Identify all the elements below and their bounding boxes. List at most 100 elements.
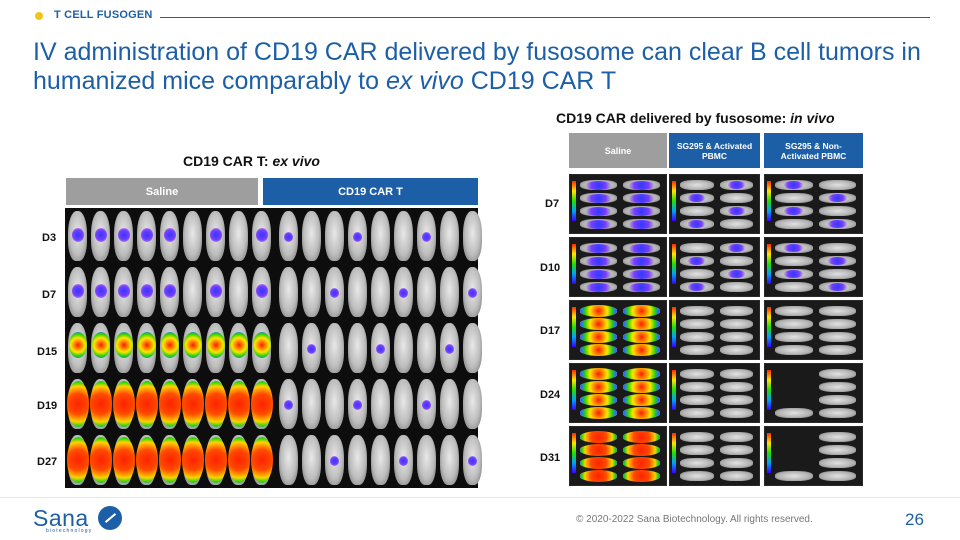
mouse-image bbox=[66, 379, 89, 429]
signal-spot bbox=[580, 470, 617, 482]
slide-title: IV administration of CD19 CAR delivered … bbox=[33, 38, 933, 96]
mouse-image bbox=[348, 435, 367, 485]
mouse-image bbox=[463, 379, 482, 429]
signal-spot bbox=[580, 457, 617, 469]
mouse-image bbox=[206, 211, 225, 261]
mouse-image bbox=[580, 282, 617, 292]
mouse-image bbox=[325, 323, 344, 373]
mouse-image bbox=[623, 444, 660, 456]
mouse-image bbox=[623, 394, 660, 406]
mouse-image bbox=[719, 445, 753, 455]
left-row-label: D3 bbox=[42, 232, 57, 244]
mouse-image bbox=[302, 435, 321, 485]
signal-spot bbox=[623, 407, 660, 419]
signal-spot bbox=[468, 288, 477, 298]
mouse-image bbox=[580, 381, 617, 393]
mouse-image bbox=[623, 431, 660, 443]
signal-spot bbox=[163, 284, 176, 298]
mouse-image bbox=[114, 323, 133, 373]
mouse-image bbox=[818, 408, 856, 418]
left-heading-italic: ex vivo bbox=[272, 153, 320, 169]
signal-spot bbox=[89, 381, 112, 427]
mouse-image bbox=[623, 269, 660, 279]
signal-spot bbox=[628, 243, 655, 253]
signal-spot bbox=[330, 456, 339, 466]
mouse-image bbox=[114, 267, 133, 317]
signal-spot bbox=[628, 282, 655, 292]
bli-image-tile bbox=[669, 300, 760, 360]
mouse-image bbox=[623, 457, 660, 469]
mouse-image bbox=[252, 267, 271, 317]
signal-spot bbox=[580, 394, 617, 406]
mouse-image bbox=[394, 379, 413, 429]
right-panel-heading: CD19 CAR delivered by fusosome: in vivo bbox=[556, 110, 835, 126]
mouse-image bbox=[775, 306, 813, 316]
mouse-image bbox=[719, 256, 753, 266]
mouse-image bbox=[580, 331, 617, 343]
signal-spot bbox=[399, 456, 408, 466]
right-heading-text: CD19 CAR delivered by fusosome: bbox=[556, 110, 791, 126]
left-row-label: D7 bbox=[42, 289, 57, 301]
mouse-image bbox=[775, 193, 813, 203]
copyright-notice: © 2020-2022 Sana Biotechnology. All righ… bbox=[576, 514, 813, 525]
signal-spot bbox=[585, 206, 612, 216]
signal-spot bbox=[71, 284, 84, 298]
signal-spot bbox=[585, 256, 612, 266]
right-heading-italic: in vivo bbox=[790, 110, 835, 126]
mouse-image bbox=[719, 269, 753, 279]
signal-spot bbox=[628, 180, 655, 190]
signal-spot bbox=[284, 400, 293, 410]
mouse-image bbox=[719, 432, 753, 442]
mouse-image bbox=[680, 269, 714, 279]
title-italic: ex vivo bbox=[385, 67, 464, 95]
signal-spot bbox=[181, 381, 204, 427]
mouse-image bbox=[89, 379, 112, 429]
mouse-image bbox=[279, 211, 298, 261]
color-scale-icon bbox=[767, 307, 771, 347]
mouse-image bbox=[394, 323, 413, 373]
mouse-image bbox=[623, 344, 660, 356]
section-label: T CELL FUSOGEN bbox=[54, 9, 153, 21]
mouse-image bbox=[137, 211, 156, 261]
mouse-image bbox=[440, 379, 459, 429]
mouse-image bbox=[89, 435, 112, 485]
mouse-image bbox=[68, 267, 87, 317]
mouse-image bbox=[775, 332, 813, 342]
mouse-image bbox=[719, 382, 753, 392]
mouse-image bbox=[680, 395, 714, 405]
mouse-image bbox=[580, 206, 617, 216]
mouse-image bbox=[371, 435, 390, 485]
mouse-image bbox=[775, 206, 813, 216]
bli-image-tile bbox=[764, 237, 863, 297]
mouse-image bbox=[623, 381, 660, 393]
mouse-image bbox=[719, 282, 753, 292]
signal-spot bbox=[307, 344, 316, 354]
mouse-image bbox=[302, 323, 321, 373]
mouse-image bbox=[348, 211, 367, 261]
mouse-image bbox=[440, 323, 459, 373]
mouse-image bbox=[818, 180, 856, 190]
mouse-image bbox=[818, 193, 856, 203]
color-scale-icon bbox=[572, 370, 576, 410]
mouse-image bbox=[371, 211, 390, 261]
color-scale-icon bbox=[572, 307, 576, 347]
signal-spot bbox=[585, 193, 612, 203]
signal-spot bbox=[628, 219, 655, 229]
mouse-image bbox=[623, 180, 660, 190]
mouse-image bbox=[818, 206, 856, 216]
mouse-image bbox=[204, 379, 227, 429]
signal-spot bbox=[827, 194, 847, 202]
color-scale-icon bbox=[572, 433, 576, 473]
left-col-header-cd19: CD19 CAR T bbox=[263, 178, 478, 205]
bli-image-tile bbox=[764, 174, 863, 234]
signal-spot bbox=[284, 232, 293, 242]
right-row-label: D10 bbox=[540, 262, 561, 274]
signal-spot bbox=[580, 305, 617, 317]
mouse-image bbox=[818, 219, 856, 229]
signal-spot bbox=[114, 332, 133, 358]
bli-image-tile bbox=[569, 426, 667, 486]
signal-spot bbox=[227, 381, 250, 427]
signal-spot bbox=[181, 437, 204, 483]
mouse-image bbox=[818, 432, 856, 442]
signal-spot bbox=[112, 437, 135, 483]
